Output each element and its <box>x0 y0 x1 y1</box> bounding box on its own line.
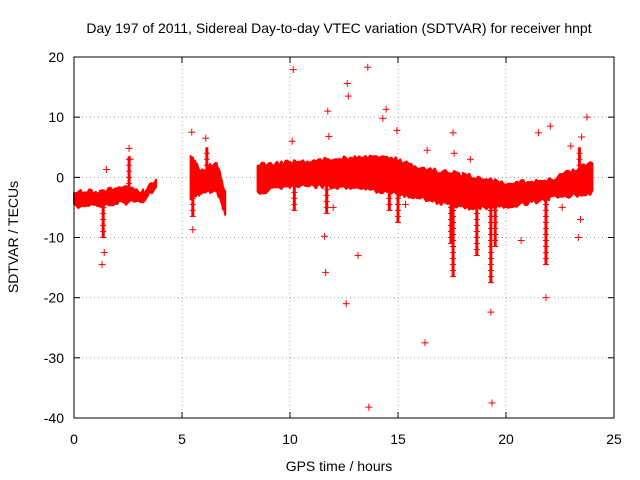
data-point <box>546 122 554 130</box>
data-point <box>558 203 566 211</box>
data-band-segment-3h <box>548 161 594 199</box>
data-point <box>325 132 333 140</box>
data-point <box>379 114 387 122</box>
data-point <box>289 66 297 74</box>
axis-ticks <box>73 56 615 419</box>
y-tick-label: 20 <box>48 49 64 65</box>
data-band-segment-1d <box>142 178 158 204</box>
data-point <box>344 92 352 100</box>
data-point <box>421 339 429 347</box>
chart-title: Day 197 of 2011, Sidereal Day-to-day VTE… <box>86 20 591 36</box>
data-point <box>125 144 133 152</box>
axis-tick-labels: 0 5 10 15 20 25 -40 -30 -20 -10 0 10 20 <box>44 49 622 447</box>
data-point <box>321 232 329 240</box>
data-point <box>578 133 586 141</box>
y-axis-label: SDTVAR / TECUs <box>5 181 21 293</box>
data-point <box>354 252 362 260</box>
y-tick-label: -20 <box>44 290 64 306</box>
data-band-segment-1a <box>73 188 101 209</box>
data-point <box>202 134 210 142</box>
data-point <box>402 200 410 208</box>
data-point <box>102 166 110 174</box>
data-band-segment-2c <box>215 161 227 216</box>
y-tick-label: -10 <box>44 230 64 246</box>
data-band-segment-3c <box>332 154 389 195</box>
data-band-segment-3f <box>461 171 507 211</box>
data-point <box>583 113 591 121</box>
grid-lines <box>74 57 614 418</box>
x-tick-label: 10 <box>282 431 298 447</box>
data-point <box>423 146 431 154</box>
data-point <box>100 249 108 257</box>
data-point <box>364 63 372 71</box>
data-point <box>574 234 582 241</box>
data-point <box>322 268 330 276</box>
data-point <box>188 128 196 136</box>
y-tick-label: 10 <box>48 109 64 125</box>
data-point <box>365 403 373 411</box>
x-tick-label: 5 <box>178 431 186 447</box>
data-points <box>73 63 594 411</box>
data-point <box>567 142 575 150</box>
data-point <box>288 137 296 145</box>
data-point <box>189 226 197 234</box>
data-point <box>487 308 495 316</box>
data-point <box>126 155 134 163</box>
data-point <box>393 126 401 134</box>
y-tick-label: 0 <box>56 169 64 185</box>
data-point <box>517 237 525 245</box>
data-point <box>98 261 106 269</box>
data-point <box>329 203 337 211</box>
data-point <box>342 300 350 308</box>
x-axis-label: GPS time / hours <box>286 458 393 474</box>
data-point <box>324 107 332 115</box>
data-band-segment-3e <box>418 166 464 209</box>
x-tick-label: 0 <box>70 431 78 447</box>
data-point <box>534 129 542 137</box>
data-point <box>449 129 457 137</box>
x-tick-label: 20 <box>498 431 514 447</box>
x-tick-label: 15 <box>390 431 406 447</box>
data-point <box>488 399 496 407</box>
y-tick-label: -40 <box>44 410 64 426</box>
data-point <box>466 155 474 163</box>
y-tick-label: -30 <box>44 350 64 366</box>
data-band-segment-2b <box>200 161 218 194</box>
x-tick-label: 25 <box>606 431 622 447</box>
data-band-segment-3g <box>505 177 551 209</box>
data-point <box>577 215 585 223</box>
data-point <box>343 79 351 87</box>
data-point <box>382 105 390 113</box>
data-band-segment-3a <box>256 159 291 195</box>
data-point <box>450 149 458 157</box>
data-point <box>542 294 550 302</box>
